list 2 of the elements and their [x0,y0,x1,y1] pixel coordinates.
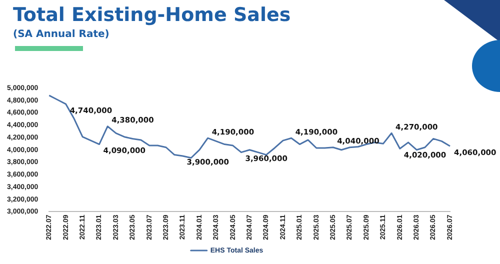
chart-subtitle: (SA Annual Rate) [13,29,110,40]
chart-title: Total Existing-Home Sales [13,4,291,26]
